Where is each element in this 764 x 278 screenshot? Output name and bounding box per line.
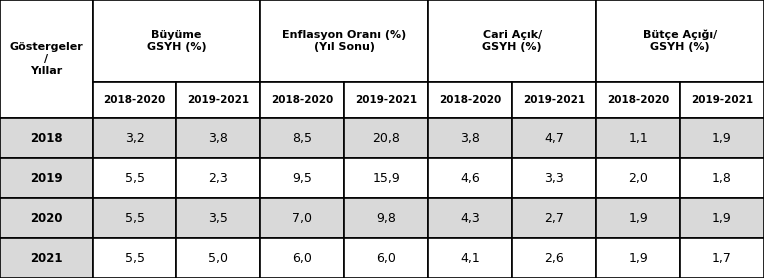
Bar [680,82,764,118]
Text: 7,0: 7,0 [293,212,312,225]
Bar [512,198,596,238]
Text: 5,0: 5,0 [209,252,228,264]
Bar [0,0,92,118]
Bar [0,118,92,158]
Text: 2018-2020: 2018-2020 [103,95,166,105]
Text: 2019-2021: 2019-2021 [691,95,753,105]
Text: 6,0: 6,0 [377,252,397,264]
Text: Büyüme
GSYH (%): Büyüme GSYH (%) [147,30,206,52]
Bar [261,118,345,158]
Text: 4,7: 4,7 [544,131,564,145]
Bar [0,238,92,278]
Bar [261,198,345,238]
Text: Enflasyon Oranı (%)
(Yıl Sonu): Enflasyon Oranı (%) (Yıl Sonu) [282,30,406,52]
Bar [0,198,92,238]
Bar [345,82,429,118]
Text: 2019: 2019 [30,172,63,185]
Text: 1,9: 1,9 [628,252,648,264]
Bar [176,82,261,118]
Bar [429,198,512,238]
Bar [92,0,261,82]
Text: 2018-2020: 2018-2020 [439,95,501,105]
Bar [92,118,176,158]
Bar [345,238,429,278]
Text: 2,6: 2,6 [544,252,564,264]
Bar [429,82,512,118]
Text: 1,9: 1,9 [712,131,732,145]
Text: 2,3: 2,3 [209,172,228,185]
Text: 2,0: 2,0 [628,172,648,185]
Text: 3,5: 3,5 [209,212,228,225]
Bar [176,118,261,158]
Text: 1,7: 1,7 [712,252,732,264]
Text: 15,9: 15,9 [372,172,400,185]
Bar [176,198,261,238]
Bar [429,118,512,158]
Bar [92,198,176,238]
Text: 2018-2020: 2018-2020 [271,95,334,105]
Bar [596,118,680,158]
Text: 5,5: 5,5 [125,252,144,264]
Text: 4,1: 4,1 [461,252,480,264]
Bar [680,118,764,158]
Bar [261,82,345,118]
Text: Cari Açık/
GSYH (%): Cari Açık/ GSYH (%) [482,30,542,52]
Text: 5,5: 5,5 [125,212,144,225]
Text: 3,2: 3,2 [125,131,144,145]
Bar [345,198,429,238]
Text: 8,5: 8,5 [293,131,312,145]
Text: 2,7: 2,7 [544,212,564,225]
Bar [92,158,176,198]
Text: 4,3: 4,3 [461,212,480,225]
Bar [345,118,429,158]
Bar [429,158,512,198]
Bar [92,82,176,118]
Bar [429,0,596,82]
Bar [596,0,764,82]
Text: 2019-2021: 2019-2021 [355,95,417,105]
Text: 1,1: 1,1 [628,131,648,145]
Text: 5,5: 5,5 [125,172,144,185]
Bar [345,158,429,198]
Text: 1,9: 1,9 [628,212,648,225]
Bar [680,198,764,238]
Bar [512,82,596,118]
Text: 2021: 2021 [30,252,63,264]
Text: 9,8: 9,8 [377,212,397,225]
Bar [429,238,512,278]
Bar [176,158,261,198]
Text: 2018-2020: 2018-2020 [607,95,669,105]
Bar [92,238,176,278]
Text: 2020: 2020 [30,212,63,225]
Bar [596,82,680,118]
Bar [680,158,764,198]
Text: 6,0: 6,0 [293,252,312,264]
Text: 20,8: 20,8 [372,131,400,145]
Text: Bütçe Açığı/
GSYH (%): Bütçe Açığı/ GSYH (%) [643,30,717,52]
Bar [596,238,680,278]
Text: 2019-2021: 2019-2021 [523,95,585,105]
Bar [0,158,92,198]
Bar [680,238,764,278]
Text: 3,8: 3,8 [209,131,228,145]
Bar [596,158,680,198]
Bar [176,238,261,278]
Bar [261,158,345,198]
Bar [512,158,596,198]
Text: 4,6: 4,6 [461,172,480,185]
Bar [261,238,345,278]
Text: Göstergeler
/
Yıllar: Göstergeler / Yıllar [9,42,83,76]
Text: 1,9: 1,9 [712,212,732,225]
Bar [512,118,596,158]
Text: 1,8: 1,8 [712,172,732,185]
Text: 3,3: 3,3 [544,172,564,185]
Bar [512,238,596,278]
Text: 3,8: 3,8 [460,131,481,145]
Text: 2018: 2018 [30,131,63,145]
Text: 9,5: 9,5 [293,172,312,185]
Bar [261,0,429,82]
Bar [596,198,680,238]
Text: 2019-2021: 2019-2021 [187,95,250,105]
